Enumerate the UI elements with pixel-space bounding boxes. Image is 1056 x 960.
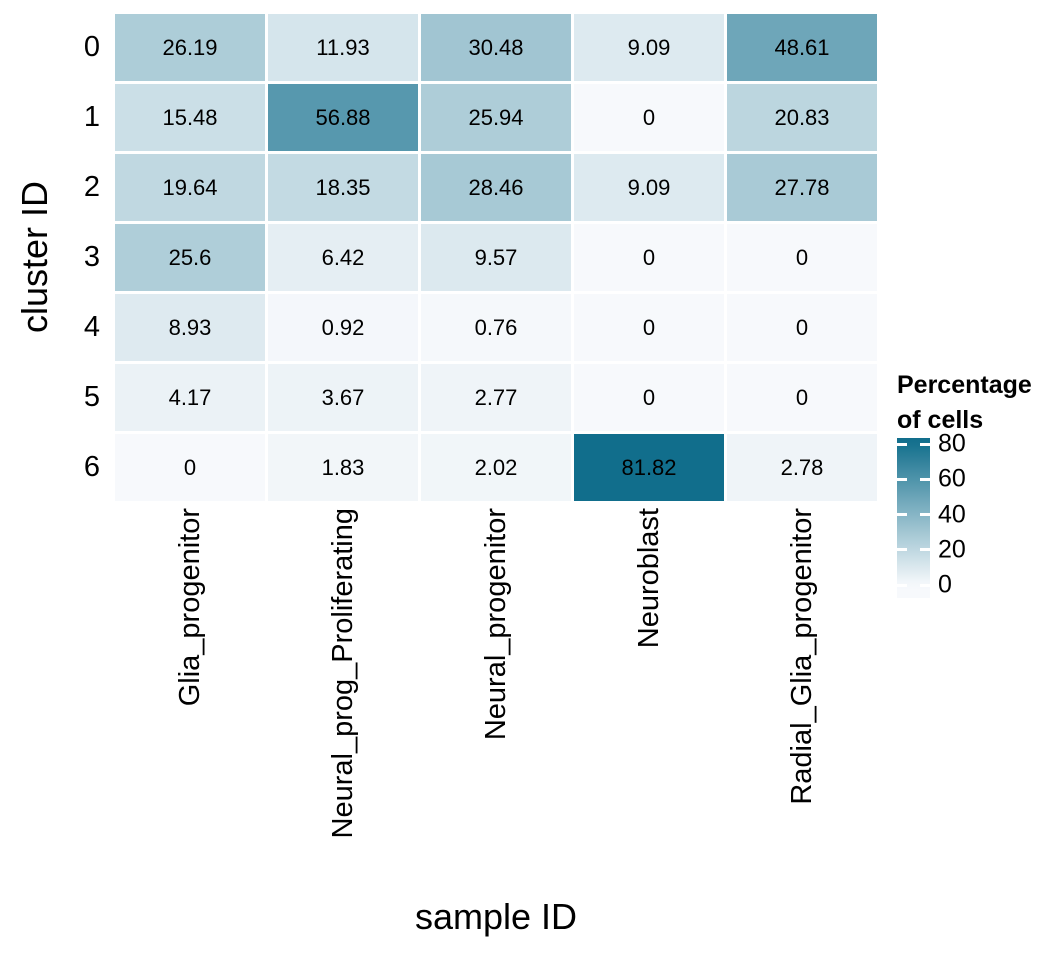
heatmap-cell: 6.42 xyxy=(268,224,418,291)
legend-tick-mark xyxy=(897,442,907,446)
legend-title-line-1: Percentage xyxy=(897,371,1032,399)
legend-tick-label: 0 xyxy=(938,570,952,599)
heatmap-cell: 2.78 xyxy=(727,434,877,501)
heatmap-cell: 2.02 xyxy=(421,434,571,501)
x-axis-title: sample ID xyxy=(414,896,578,937)
legend-tick-mark xyxy=(920,442,930,446)
x-tick-label: Glia_progenitor xyxy=(174,508,206,707)
heatmap-cell: 28.46 xyxy=(421,154,571,221)
heatmap-cell: 0 xyxy=(574,84,724,151)
y-tick-label: 4 xyxy=(83,311,100,343)
heatmap-cell: 3.67 xyxy=(268,364,418,431)
legend-tick-mark xyxy=(897,513,907,516)
legend-tick-mark xyxy=(920,583,930,587)
heatmap-cell: 48.61 xyxy=(727,14,877,81)
x-tick-label: Neural_prog_Proliferating xyxy=(327,508,359,839)
heatmap-cell: 81.82 xyxy=(574,434,724,501)
heatmap-cell: 0 xyxy=(727,364,877,431)
y-tick-label: 0 xyxy=(83,31,100,63)
heatmap-cell: 30.48 xyxy=(421,14,571,81)
heatmap-cell: 0 xyxy=(574,294,724,361)
legend-tick-label: 60 xyxy=(938,464,966,493)
legend-title: Percentage of cells xyxy=(897,368,1032,438)
legend-tick-mark xyxy=(920,477,930,481)
legend-colorbar xyxy=(897,438,930,598)
legend-tick-mark xyxy=(897,548,907,552)
heatmap-cell: 4.17 xyxy=(115,364,265,431)
heatmap-cell: 0 xyxy=(574,224,724,291)
y-tick-label: 2 xyxy=(83,171,100,203)
y-tick-label: 6 xyxy=(83,451,100,483)
x-tick-label: Radial_Glia_progenitor xyxy=(786,508,818,805)
heatmap-cell: 20.83 xyxy=(727,84,877,151)
heatmap-cell: 56.88 xyxy=(268,84,418,151)
legend-tick-label: 80 xyxy=(938,429,966,458)
heatmap-cell: 27.78 xyxy=(727,154,877,221)
heatmap-cell: 1.83 xyxy=(268,434,418,501)
heatmap-cell: 0 xyxy=(727,224,877,291)
y-tick-label: 5 xyxy=(83,381,100,413)
legend-tick-mark xyxy=(920,513,930,516)
heatmap-cell: 2.77 xyxy=(421,364,571,431)
x-axis-title-wrap: sample ID xyxy=(115,893,877,941)
heatmap-cell: 18.35 xyxy=(268,154,418,221)
heatmap-cell: 25.94 xyxy=(421,84,571,151)
heatmap-cell: 9.09 xyxy=(574,14,724,81)
legend-tick-mark xyxy=(897,583,907,587)
legend-tick-mark xyxy=(920,548,930,552)
heatmap-cell: 15.48 xyxy=(115,84,265,151)
legend-tick-mark xyxy=(897,477,907,481)
heatmap-cell: 25.6 xyxy=(115,224,265,291)
heatmap-cell: 11.93 xyxy=(268,14,418,81)
heatmap-cell: 8.93 xyxy=(115,294,265,361)
legend-tick-label: 40 xyxy=(938,500,966,528)
x-tick-label: Neural_progenitor xyxy=(480,508,512,741)
heatmap-cell: 0.76 xyxy=(421,294,571,361)
heatmap-cell: 0.92 xyxy=(268,294,418,361)
legend-title-line-2: of cells xyxy=(897,406,984,434)
heatmap-cell: 0 xyxy=(727,294,877,361)
heatmap-cell: 9.57 xyxy=(421,224,571,291)
heatmap-cell: 19.64 xyxy=(115,154,265,221)
heatmap-cell: 0 xyxy=(115,434,265,501)
heatmap-cell: 9.09 xyxy=(574,154,724,221)
y-tick-label: 1 xyxy=(83,101,100,133)
legend-tick-label: 20 xyxy=(938,535,966,564)
heatmap-cell: 26.19 xyxy=(115,14,265,81)
heatmap-cell: 0 xyxy=(574,364,724,431)
legend: Percentage of cells 80 60 40 20 0 xyxy=(897,368,1056,613)
heatmap-grid: 26.19 11.93 30.48 9.09 48.61 15.48 56.88 25.94 0… xyxy=(115,14,877,501)
y-tick-label: 3 xyxy=(83,241,100,273)
x-tick-label: Neuroblast xyxy=(633,508,665,649)
